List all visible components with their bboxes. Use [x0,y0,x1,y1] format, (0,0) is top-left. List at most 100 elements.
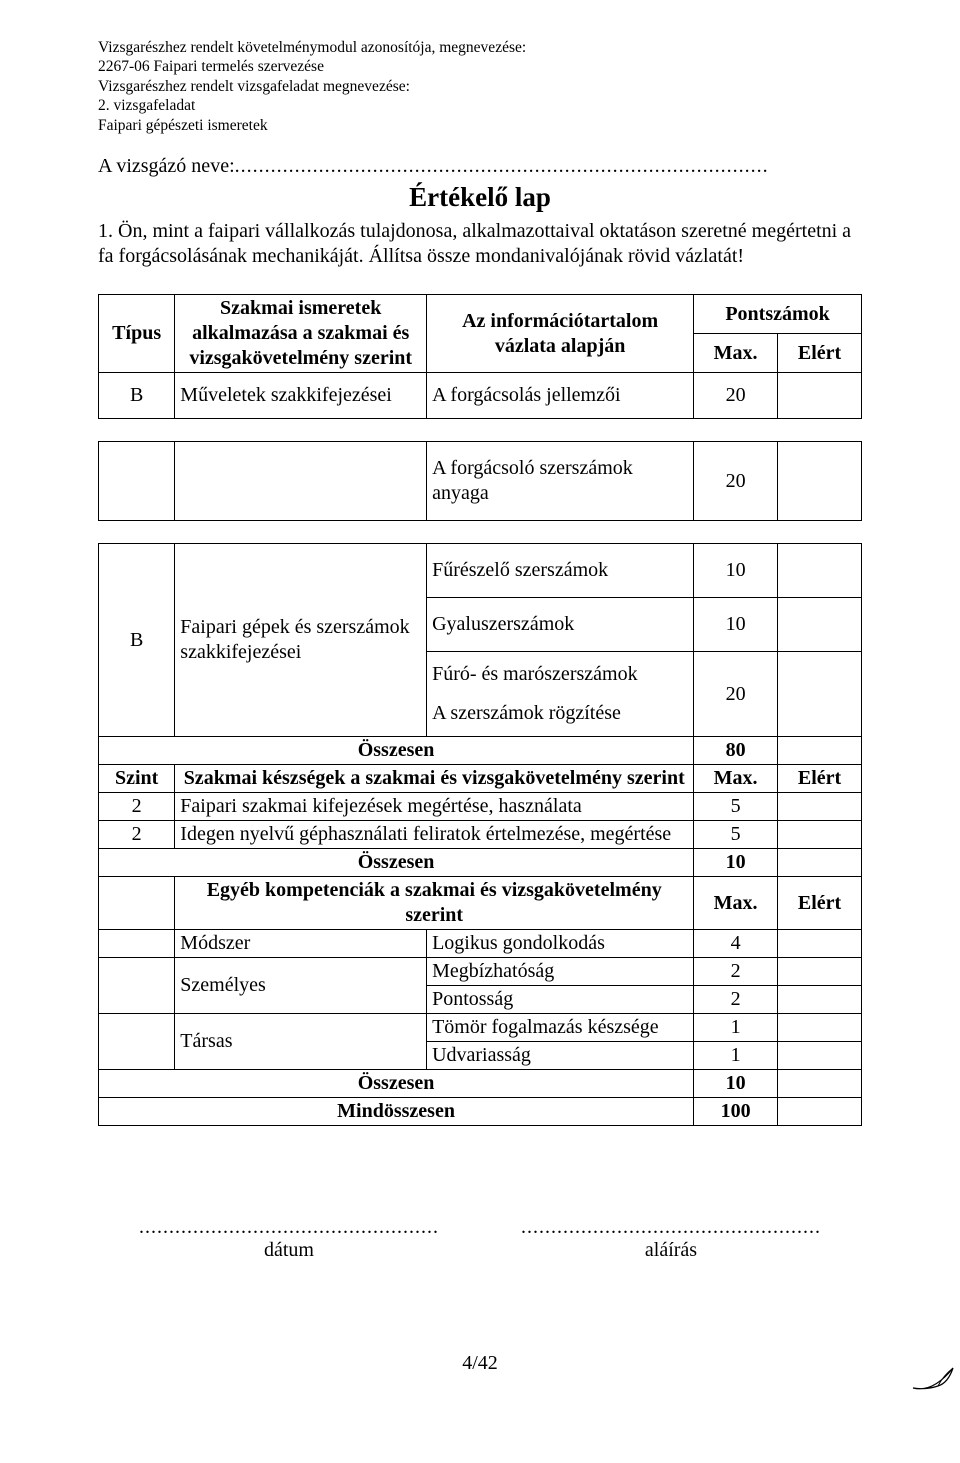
c2-max: 2 [694,958,778,986]
c2-blank [99,958,175,1014]
skills-sum-label: Összesen [99,849,694,877]
candidate-dots: ........................................… [235,155,769,177]
signature-sign-col: ........................................… [480,1216,862,1262]
th-max: Max. [694,334,778,373]
r3-max: 10 [694,544,778,598]
c4-cat: Társas [175,1014,427,1070]
c1-blank [99,930,175,958]
r1-max: 20 [694,373,778,419]
c2-label: Megbízhatóság [427,958,694,986]
c4-blank [99,1014,175,1070]
module-header: Vizsgarészhez rendelt követelménymodul a… [98,38,862,135]
th-elert: Elért [778,334,862,373]
s1-label: Faipari szakmai kifejezések megértése, h… [175,793,694,821]
r3-type: B [99,544,175,737]
s2-label: Idegen nyelvű géphasználati feliratok ér… [175,821,694,849]
r2-know [175,442,427,521]
other-sum-elert [778,1070,862,1098]
evaluation-table-block-2: A forgácsoló szerszámok anyaga 20 [98,441,862,521]
other-th-elert: Elért [778,877,862,930]
r4-max: 10 [694,598,778,652]
c4-elert [778,1014,862,1042]
header-line-1: Vizsgarészhez rendelt követelménymodul a… [98,38,862,57]
s1-szint: 2 [99,793,175,821]
page-title: Értékelő lap [98,182,862,213]
signature-row: ........................................… [98,1216,862,1262]
table-gap-2 [98,521,862,543]
c4-max: 1 [694,1014,778,1042]
c5-elert [778,1042,862,1070]
s2-elert [778,821,862,849]
c3-label: Pontosság [427,986,694,1014]
c5-max: 1 [694,1042,778,1070]
c4-label: Tömör fogalmazás készsége [427,1014,694,1042]
th-info: Az információtartalom vázlata alapján [427,295,694,373]
r3-know: Faipari gépek és szerszámok szakkifejezé… [175,544,427,737]
signature-dots: ........................................… [480,1216,862,1239]
signature-date-col: ........................................… [98,1216,480,1262]
r5-elert [778,652,862,737]
s2-szint: 2 [99,821,175,849]
r1-info: A forgácsolás jellemzői [427,373,694,419]
th-pontszamok: Pontszámok [694,295,862,334]
evaluation-table-block-1: Típus Szakmai ismeretek alkalmazása a sz… [98,294,862,419]
skills-sum-elert [778,849,862,877]
other-sum-label: Összesen [99,1070,694,1098]
sum1-label: Összesen [99,737,694,765]
task-intro: 1. Ön, mint a faipari vállalkozás tulajd… [98,219,862,270]
header-line-2: 2267-06 Faipari termelés szervezése [98,57,862,76]
candidate-name-line: A vizsgázó neve:........................… [98,155,862,178]
r2-info: A forgácsoló szerszámok anyaga [427,442,694,521]
page-root: Vizsgarészhez rendelt követelménymodul a… [0,0,960,1395]
c1-cat: Módszer [175,930,427,958]
header-line-3: Vizsgarészhez rendelt vizsgafeladat megn… [98,77,862,96]
r1-elert [778,373,862,419]
skills-th-szint: Szint [99,765,175,793]
date-dots: ........................................… [98,1216,480,1239]
candidate-label: A vizsgázó neve: [98,155,235,177]
grand-label: Mindösszesen [99,1098,694,1126]
page-number: 4/42 [98,1352,862,1375]
c1-max: 4 [694,930,778,958]
r2-elert [778,442,862,521]
skills-th-elert: Elért [778,765,862,793]
other-th-label: Egyéb kompetenciák a szakmai és vizsgakö… [175,877,694,930]
r1-type: B [99,373,175,419]
r2-max: 20 [694,442,778,521]
c2-elert [778,958,862,986]
sum1-max: 80 [694,737,778,765]
th-knowledge: Szakmai ismeretek alkalmazása a szakmai … [175,295,427,373]
header-line-4: 2. vizsgafeladat [98,96,862,115]
table-gap-1 [98,419,862,441]
r5-info-1: Fúró- és marószerszámok [432,662,688,687]
r4-info: Gyaluszerszámok [427,598,694,652]
c1-label: Logikus gondolkodás [427,930,694,958]
skills-sum-max: 10 [694,849,778,877]
c5-label: Udvariasság [427,1042,694,1070]
page-curl-icon [908,1338,958,1393]
s2-max: 5 [694,821,778,849]
r4-elert [778,598,862,652]
s1-elert [778,793,862,821]
skills-th-max: Max. [694,765,778,793]
c3-max: 2 [694,986,778,1014]
r3-info: Fűrészelő szerszámok [427,544,694,598]
skills-th-label: Szakmai készségek a szakmai és vizsgaköv… [175,765,694,793]
other-th-max: Max. [694,877,778,930]
r5-info-2: A szerszámok rögzítése [432,701,688,726]
sum1-elert [778,737,862,765]
c3-elert [778,986,862,1014]
grand-elert [778,1098,862,1126]
r5-info: Fúró- és marószerszámok A szerszámok rög… [427,652,694,737]
c1-elert [778,930,862,958]
c2-cat: Személyes [175,958,427,1014]
r2-type [99,442,175,521]
s1-max: 5 [694,793,778,821]
header-line-5: Faipari gépészeti ismeretek [98,116,862,135]
r5-max: 20 [694,652,778,737]
grand-max: 100 [694,1098,778,1126]
th-type: Típus [99,295,175,373]
evaluation-table-main: B Faipari gépek és szerszámok szakkifeje… [98,543,862,1126]
other-th-blank [99,877,175,930]
signature-label: aláírás [480,1239,862,1262]
